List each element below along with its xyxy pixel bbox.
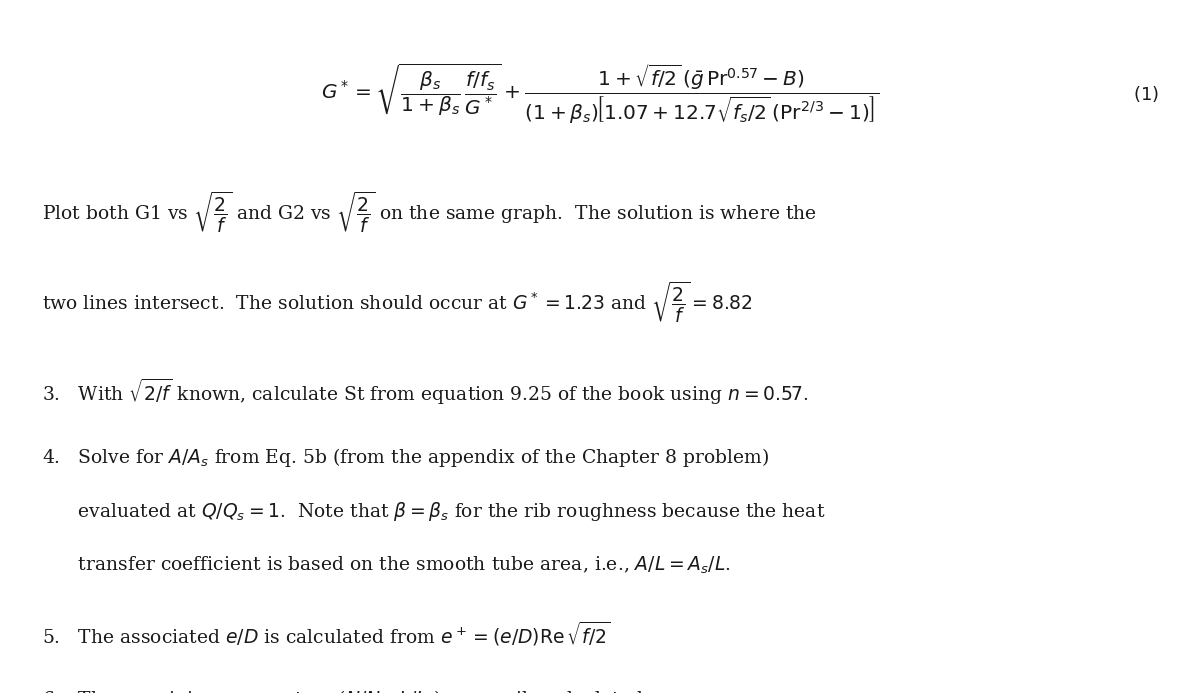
Text: 6.   The remaining parameters ($N/N_s$, $L/L_s$) are easily calculated.: 6. The remaining parameters ($N/N_s$, $L… bbox=[42, 688, 649, 693]
Text: 3.   With $\sqrt{2/f}$ known, calculate St from equation 9.25 of the book using : 3. With $\sqrt{2/f}$ known, calculate St… bbox=[42, 376, 809, 407]
Text: 4.   Solve for $A/A_s$ from Eq. 5b (from the appendix of the Chapter 8 problem): 4. Solve for $A/A_s$ from Eq. 5b (from t… bbox=[42, 446, 769, 469]
Text: evaluated at $Q/Q_s = 1$.  Note that $\beta = \beta_s$ for the rib roughness bec: evaluated at $Q/Q_s = 1$. Note that $\be… bbox=[42, 500, 826, 523]
Text: $G^* = \sqrt{\dfrac{\beta_s}{1+\beta_s}\,\dfrac{f/f_s}{G^*}} + \dfrac{1+\sqrt{f/: $G^* = \sqrt{\dfrac{\beta_s}{1+\beta_s}\… bbox=[320, 62, 880, 125]
Text: 5.   The associated $e/D$ is calculated from $e^+ = (e/D)\mathrm{Re}\,\sqrt{f/2}: 5. The associated $e/D$ is calculated fr… bbox=[42, 620, 611, 648]
Text: transfer coefficient is based on the smooth tube area, i.e., $A/L = A_s/L$.: transfer coefficient is based on the smo… bbox=[42, 555, 731, 576]
Text: $(1)$: $(1)$ bbox=[1133, 84, 1159, 103]
Text: two lines intersect.  The solution should occur at $G^* = 1.23$ and $\sqrt{\dfra: two lines intersect. The solution should… bbox=[42, 279, 752, 324]
Text: Plot both G1 vs $\sqrt{\dfrac{2}{f}}$ and G2 vs $\sqrt{\dfrac{2}{f}}$ on the sam: Plot both G1 vs $\sqrt{\dfrac{2}{f}}$ an… bbox=[42, 189, 817, 234]
